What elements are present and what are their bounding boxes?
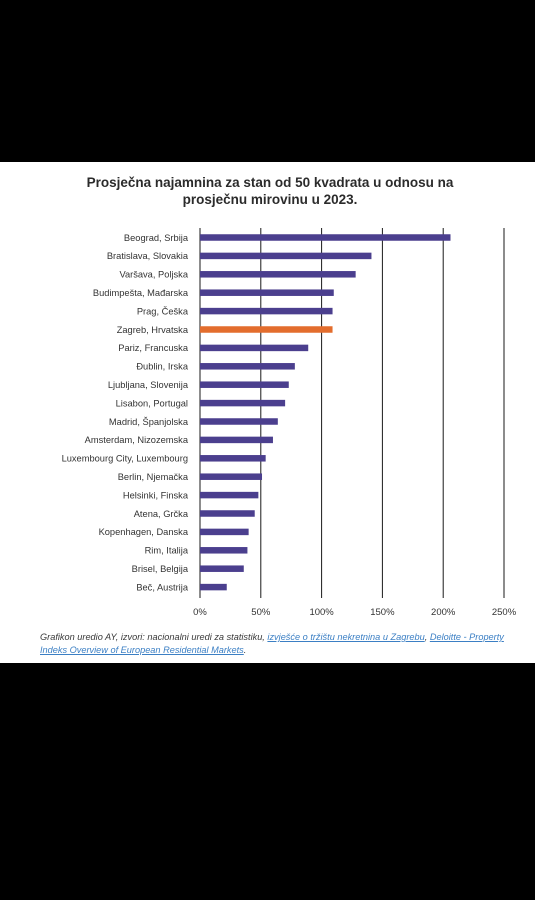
category-label: Prag, Češka bbox=[137, 306, 189, 316]
bar-17 bbox=[200, 528, 249, 536]
category-label: Ljubljana, Slovenija bbox=[108, 380, 189, 390]
category-label: Beograd, Srbija bbox=[124, 233, 189, 243]
bar-15 bbox=[200, 491, 259, 499]
category-label: Berlin, Njemačka bbox=[118, 472, 189, 482]
bar-1 bbox=[200, 234, 451, 241]
bar-12 bbox=[200, 436, 273, 444]
bar-chart: 0% 50% 100% 150% 200% 250% Beograd, Srbija Brat… bbox=[62, 228, 517, 618]
x-tick-label: 200% bbox=[431, 607, 456, 618]
source-suffix: . bbox=[243, 644, 247, 655]
category-label: Helsinki, Finska bbox=[123, 490, 189, 500]
bar-14 bbox=[200, 473, 263, 480]
category-label: Rim, Italija bbox=[145, 546, 189, 556]
bar-16 bbox=[200, 510, 255, 517]
category-label: Madrid, Španjolska bbox=[109, 417, 189, 427]
category-label: Atena, Grčka bbox=[134, 509, 189, 519]
category-label: Lisabon, Portugal bbox=[116, 398, 188, 408]
bar-9 bbox=[200, 381, 289, 388]
x-tick-label: 0% bbox=[193, 607, 207, 618]
source-prefix: Grafikon uredio AY, izvori: nacionalni u… bbox=[40, 632, 268, 642]
bar-10 bbox=[200, 399, 286, 407]
bar-8 bbox=[200, 363, 295, 370]
category-label: Brisel, Belgija bbox=[132, 564, 189, 574]
source-link-deloitte[interactable]: Deloitte - Property Indeks Overview of E… bbox=[40, 632, 504, 655]
bar-4 bbox=[200, 289, 334, 296]
chart-title: Prosječna najamnina za stan od 50 kvadra… bbox=[86, 175, 454, 207]
bar-18 bbox=[200, 547, 248, 554]
bar-20 bbox=[200, 583, 227, 591]
bar-11 bbox=[200, 418, 278, 425]
category-label: Zagreb, Hrvatska bbox=[117, 325, 189, 335]
category-label: Pariz, Francuska bbox=[118, 343, 189, 353]
category-label: Beč, Austrija bbox=[136, 582, 189, 592]
x-tick-label: 150% bbox=[370, 607, 395, 618]
bar-7 bbox=[200, 344, 309, 352]
category-label: Kopenhagen, Danska bbox=[99, 527, 189, 537]
bar-2 bbox=[200, 252, 372, 260]
category-label: Luxembourg City, Luxembourg bbox=[62, 454, 188, 464]
bar-3 bbox=[200, 271, 356, 278]
category-label: Budimpešta, Mađarska bbox=[93, 288, 189, 298]
category-label: Bratislava, Slovakia bbox=[107, 251, 189, 261]
bar-5 bbox=[200, 307, 333, 315]
source-link-zagreb-report[interactable]: izvješće o tržištu nekretnina u Zagrebu bbox=[267, 632, 425, 642]
source-separator: , bbox=[424, 632, 430, 642]
x-tick-label: 50% bbox=[251, 607, 271, 618]
category-label: Đublin, Irska bbox=[136, 362, 188, 372]
x-tick-label: 100% bbox=[309, 607, 334, 618]
chart-panel: 0% 50% 100% 150% 200% 250% Beograd, Srbija Brat… bbox=[0, 162, 535, 663]
category-label: Varšava, Poljska bbox=[119, 270, 188, 280]
bar-19 bbox=[200, 565, 244, 572]
x-tick-label: 250% bbox=[492, 607, 517, 618]
category-label: Amsterdam, Nizozemska bbox=[85, 435, 189, 445]
bar-13 bbox=[200, 455, 266, 462]
bar-6 bbox=[200, 326, 333, 333]
source-note: Grafikon uredio AY, izvori: nacionalni u… bbox=[40, 631, 515, 656]
